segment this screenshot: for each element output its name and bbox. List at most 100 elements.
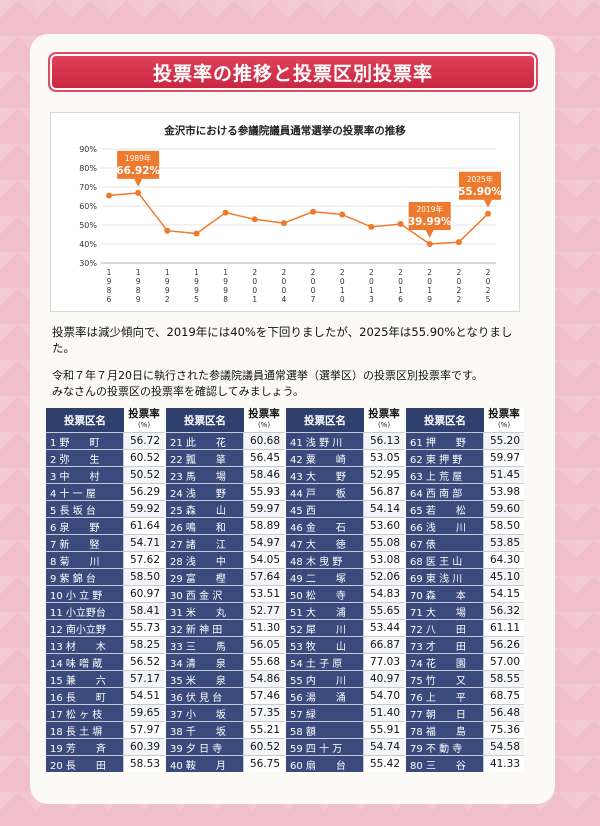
callout-box [117,150,160,179]
table-body: 1 野 町 56.72 2 弥 生 60.52 3 中 村 50.52 4 十 一 屋 56.… [46,432,164,772]
table-row: 73 才 田 56.26 [406,636,524,653]
turnout-rate: 54.51 [124,688,164,704]
district-name: 28 浅 中 [166,552,244,568]
turnout-rate: 75.36 [484,722,524,738]
district-name: 29 富 樫 [166,569,244,585]
turnout-rate: 40.97 [364,671,404,687]
district-name: 69 東 浅 川 [406,569,484,585]
table-row: 22 瓢 箪 56.45 [166,449,284,466]
table-row: 12 南小立野 55.73 [46,619,164,636]
turnout-rate: 55.93 [244,484,284,500]
x-tick-label: 5 [486,295,491,304]
table-row: 9 紫 錦 台 58.50 [46,568,164,585]
turnout-rate: 58.50 [484,518,524,534]
table-row: 50 松 寺 54.83 [286,585,404,602]
table-row: 13 材 木 58.25 [46,636,164,653]
table-column: 投票区名 投票率 (%) 61 押 野 55.20 62 東 押 野 59.97 63 上 荒… [406,408,524,772]
y-tick-label: 80% [79,164,97,173]
table-row: 6 泉 野 61.64 [46,517,164,534]
district-name: 77 朝 日 [406,705,484,721]
turnout-rate: 53.08 [364,552,404,568]
table-row: 46 金 石 53.60 [286,517,404,534]
y-tick-label: 30% [79,259,97,268]
district-name: 23 馬 場 [166,467,244,483]
turnout-rate: 61.11 [484,620,524,636]
district-name: 47 大 徳 [286,535,364,551]
data-point [222,209,229,216]
x-tick-label: 9 [165,277,170,286]
turnout-rate: 55.65 [364,603,404,619]
turnout-rate: 51.45 [484,467,524,483]
district-name: 1 野 町 [46,433,124,449]
district-name: 3 中 村 [46,467,124,483]
district-name: 68 医 王 山 [406,552,484,568]
table-row: 55 内 川 40.97 [286,670,404,687]
table-row: 31 米 丸 52.77 [166,602,284,619]
turnout-rate: 41.33 [484,756,524,772]
table-row: 27 諸 江 54.97 [166,534,284,551]
district-name: 76 上 平 [406,688,484,704]
turnout-rate: 56.26 [484,637,524,653]
turnout-rate: 56.48 [484,705,524,721]
x-tick-label: 0 [282,277,287,286]
district-name: 58 額 [286,722,364,738]
table-row: 48 木 曳 野 53.08 [286,551,404,568]
district-name: 20 長 田 [46,756,124,772]
table-row: 25 森 山 59.97 [166,500,284,517]
table-row: 34 清 泉 55.68 [166,653,284,670]
data-point [368,223,375,230]
table-row: 65 若 松 59.60 [406,500,524,517]
table-row: 57 緑 51.40 [286,704,404,721]
district-name: 9 紫 錦 台 [46,569,124,585]
table-row: 4 十 一 屋 56.29 [46,483,164,500]
district-name: 59 四 十 万 [286,739,364,755]
turnout-rate: 56.32 [484,603,524,619]
x-tick-label: 1 [107,268,112,277]
x-tick-label: 1 [194,268,199,277]
turnout-rate: 52.06 [364,569,404,585]
turnout-rate: 53.60 [364,518,404,534]
x-tick-label: 6 [107,295,112,304]
table-row: 53 牧 山 66.87 [286,636,404,653]
turnout-rate: 60.52 [124,450,164,466]
x-tick-label: 2 [456,295,461,304]
district-name: 36 伏 見 台 [166,688,244,704]
data-point [164,227,171,234]
x-tick-label: 2 [398,268,403,277]
table-row: 38 千 坂 55.21 [166,721,284,738]
callout-pointer [484,199,492,208]
turnout-rate: 54.74 [364,739,404,755]
district-name: 49 二 塚 [286,569,364,585]
table-row: 52 犀 川 53.44 [286,619,404,636]
data-point [485,210,491,217]
district-name: 24 浅 野 [166,484,244,500]
data-point [193,230,200,237]
table-header: 投票区名 投票率 (%) [46,408,164,432]
table-row: 64 西 南 部 53.98 [406,483,524,500]
x-tick-label: 8 [136,286,141,295]
x-tick-label: 9 [107,277,112,286]
table-row: 66 浅 川 58.50 [406,517,524,534]
callout-year: 1989年 [125,153,152,163]
district-name: 52 犀 川 [286,620,364,636]
district-name: 19 芳 斉 [46,739,124,755]
callout-value: 39.99% [408,216,452,228]
x-tick-label: 8 [107,286,112,295]
turnout-rate: 53.51 [244,586,284,602]
x-tick-label: 6 [398,295,403,304]
x-tick-label: 1 [427,286,432,295]
data-point [135,189,142,196]
x-tick-label: 2 [427,268,432,277]
x-tick-label: 1 [223,268,228,277]
district-name: 2 弥 生 [46,450,124,466]
table-row: 74 花 園 57.00 [406,653,524,670]
turnout-rate: 58.50 [124,569,164,585]
table-column: 投票区名 投票率 (%) 21 此 花 60.68 22 瓢 箪 56.45 23 馬 場 58… [166,408,284,772]
data-point [310,208,317,215]
turnout-rate: 59.65 [124,705,164,721]
table-row: 75 竹 又 58.55 [406,670,524,687]
x-tick-label: 0 [369,277,374,286]
district-name: 13 材 木 [46,637,124,653]
page-title: 投票率の推移と投票区別投票率 [48,52,538,92]
district-name: 44 戸 板 [286,484,364,500]
